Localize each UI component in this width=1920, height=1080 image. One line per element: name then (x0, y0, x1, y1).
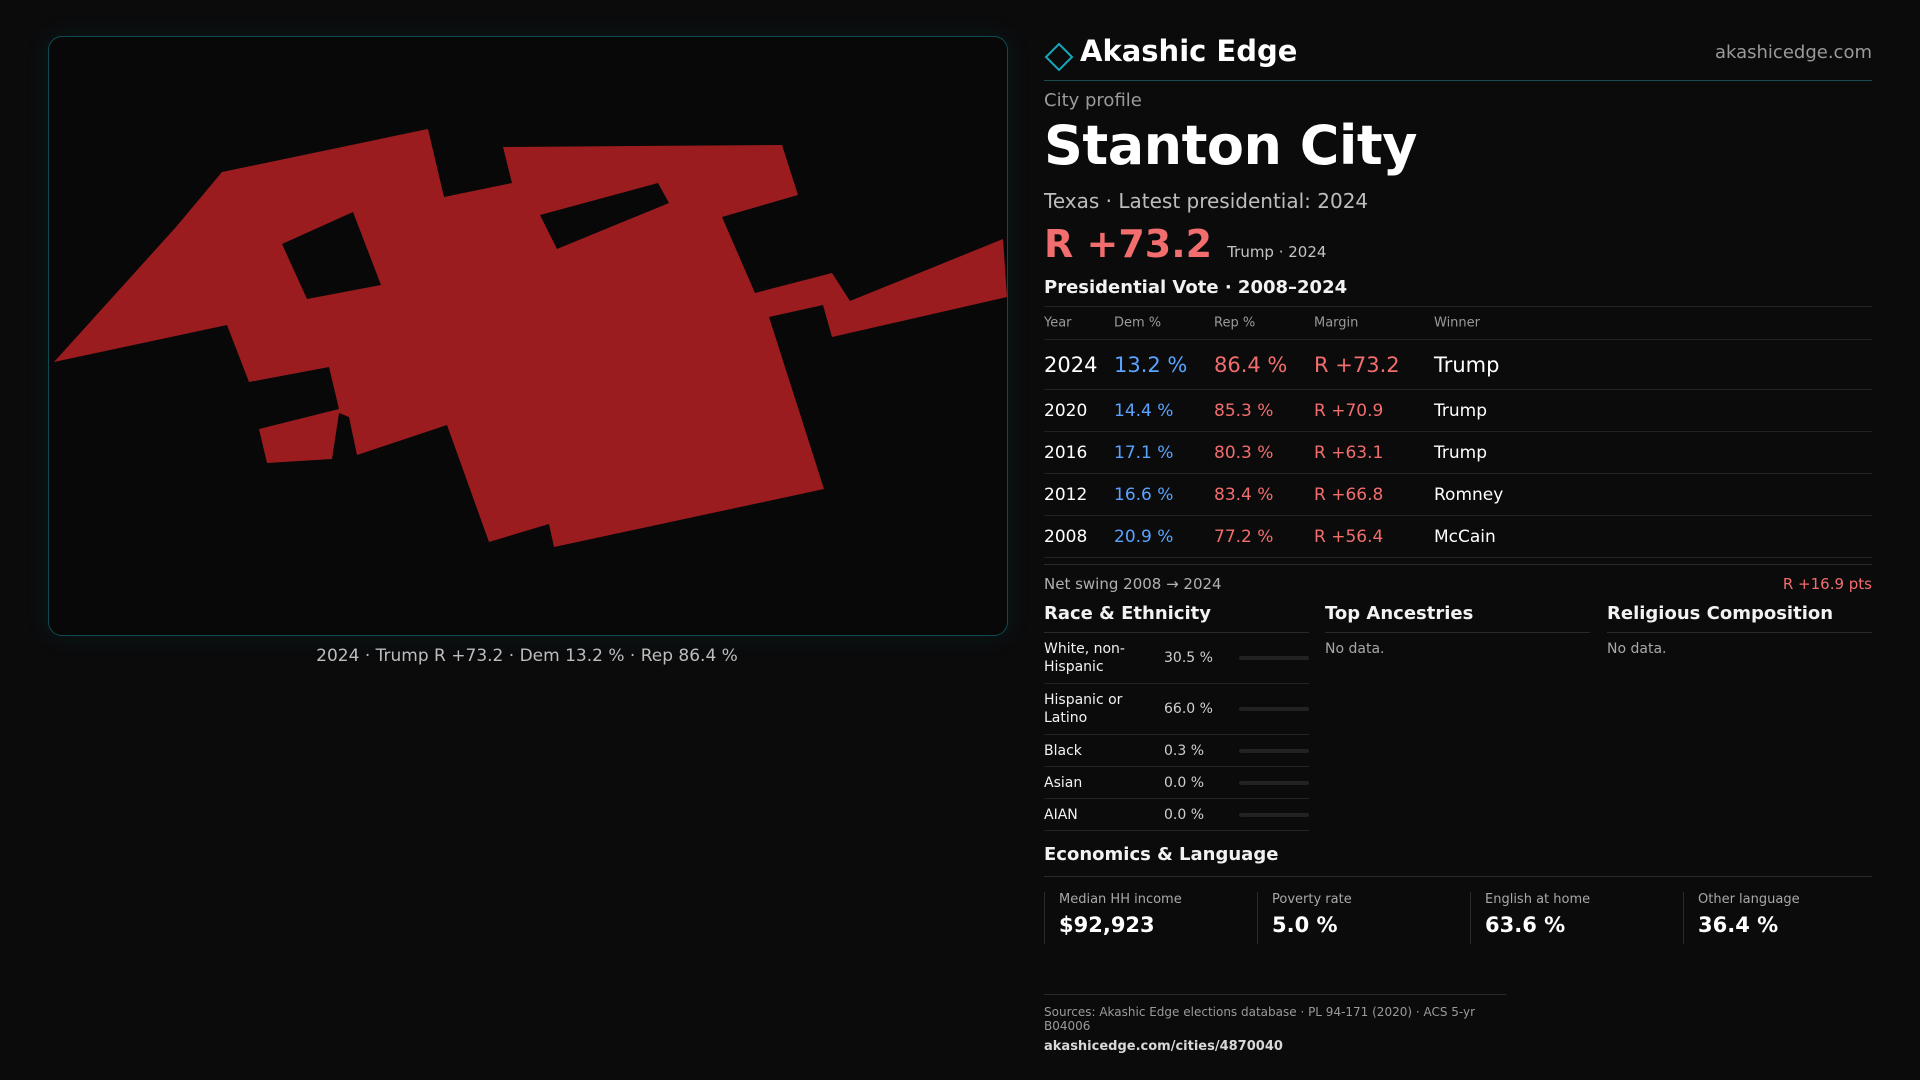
stat-value: 63.6 % (1485, 913, 1566, 937)
headline-margin: R +73.2 Trump · 2024 (1044, 222, 1326, 266)
race-bar (1239, 656, 1309, 660)
race-name: AIAN (1044, 806, 1078, 823)
city-boundary-shape (54, 129, 1007, 547)
religion-empty: No data. (1607, 641, 1667, 657)
race-name: Black (1044, 742, 1082, 759)
vote-winner: Trump (1434, 400, 1488, 421)
stat-label: Poverty rate (1272, 892, 1352, 907)
vote-row: 2008 20.9 % 77.2 % R +56.4 McCain (1044, 516, 1872, 558)
vote-row: 2024 13.2 % 86.4 % R +73.2 Trump (1044, 340, 1872, 390)
stat-label: English at home (1485, 892, 1591, 907)
vote-dem: 16.6 % (1114, 484, 1174, 505)
footer-link[interactable]: akashicedge.com/cities/4870040 (1044, 1039, 1283, 1054)
vote-year: 2012 (1044, 484, 1088, 505)
brand-name: Akashic Edge (1080, 34, 1298, 68)
vote-rep: 77.2 % (1214, 526, 1274, 547)
race-pct: 30.5 % (1164, 650, 1213, 666)
vote-row: 2012 16.6 % 83.4 % R +66.8 Romney (1044, 474, 1872, 516)
race-name: White, non-Hispanic (1044, 641, 1125, 675)
race-section: Race & Ethnicity White, non-Hispanic 30.… (1044, 600, 1309, 831)
religion-section: Religious Composition No data. (1607, 600, 1872, 657)
race-pct: 0.0 % (1164, 806, 1205, 823)
vote-section-title: Presidential Vote · 2008–2024 (1044, 277, 1348, 298)
vote-winner: McCain (1434, 526, 1496, 547)
economics-section-title: Economics & Language (1044, 844, 1872, 877)
vote-margin: R +66.8 (1314, 484, 1384, 505)
stat-label: Median HH income (1059, 892, 1182, 907)
vote-table-header: Year Dem % Rep % Margin Winner (1044, 307, 1872, 340)
city-boundary-map (54, 129, 1007, 547)
stat-value: 36.4 % (1698, 913, 1779, 937)
profile-eyebrow: City profile (1044, 90, 1142, 111)
brand-header: Akashic Edge akashicedge.com (1044, 30, 1872, 81)
race-name: Hispanic or Latino (1044, 692, 1123, 726)
brand-url[interactable]: akashicedge.com (1714, 42, 1872, 63)
stat-value: 5.0 % (1272, 913, 1338, 937)
race-row: White, non-Hispanic 30.5 % (1044, 633, 1309, 684)
race-section-title: Race & Ethnicity (1044, 600, 1309, 633)
footer-sources: Sources: Akashic Edge elections database… (1044, 1005, 1476, 1033)
stat-other-language: Other language 36.4 % (1683, 892, 1894, 944)
race-pct: 66.0 % (1164, 701, 1213, 717)
vote-row: 2016 17.1 % 80.3 % R +63.1 Trump (1044, 432, 1872, 474)
map-caption: 2024 · Trump R +73.2 · Dem 13.2 % · Rep … (316, 646, 738, 666)
vote-margin: R +63.1 (1314, 442, 1384, 463)
net-swing-value: R +16.9 pts (1782, 575, 1872, 593)
race-bar (1239, 780, 1309, 785)
vote-margin: R +73.2 (1314, 352, 1400, 377)
header-year: Year (1044, 315, 1072, 331)
vote-rep: 80.3 % (1214, 442, 1274, 463)
race-pct: 0.0 % (1164, 774, 1205, 791)
net-swing: Net swing 2008 → 2024 R +16.9 pts (1044, 564, 1872, 599)
vote-rep: 86.4 % (1214, 352, 1288, 377)
race-row: Black 0.3 % (1044, 735, 1309, 767)
diamond-logo-icon (1044, 42, 1074, 72)
vote-dem: 17.1 % (1114, 442, 1174, 463)
profile-subtitle: Texas · Latest presidential: 2024 (1044, 189, 1369, 213)
vote-rep: 85.3 % (1214, 400, 1274, 421)
header-margin: Margin (1314, 315, 1359, 331)
race-pct: 0.3 % (1164, 742, 1205, 759)
header-rep: Rep % (1214, 315, 1256, 331)
stat-label: Other language (1698, 892, 1800, 907)
race-name: Asian (1044, 774, 1083, 791)
vote-dem: 20.9 % (1114, 526, 1174, 547)
page-title: Stanton City (1044, 114, 1417, 177)
footer: Sources: Akashic Edge elections database… (1044, 994, 1506, 1054)
vote-dem: 14.4 % (1114, 400, 1174, 421)
vote-rep: 83.4 % (1214, 484, 1274, 505)
vote-winner: Romney (1434, 484, 1504, 505)
vote-winner: Trump (1434, 352, 1500, 377)
vote-year: 2024 (1044, 352, 1098, 377)
race-row: Hispanic or Latino 66.0 % (1044, 684, 1309, 735)
race-bar (1239, 748, 1309, 753)
vote-margin: R +70.9 (1314, 400, 1384, 421)
vote-row: 2020 14.4 % 85.3 % R +70.9 Trump (1044, 390, 1872, 432)
headline-margin-note: Trump · 2024 (1227, 243, 1327, 261)
vote-table: Year Dem % Rep % Margin Winner 2024 13.2… (1044, 306, 1872, 558)
header-dem: Dem % (1114, 315, 1162, 331)
ancestries-empty: No data. (1325, 641, 1385, 657)
vote-year: 2008 (1044, 526, 1088, 547)
stat-median-income: Median HH income $92,923 (1044, 892, 1255, 944)
stat-poverty-rate: Poverty rate 5.0 % (1257, 892, 1468, 944)
race-bar (1239, 812, 1309, 817)
vote-winner: Trump (1434, 442, 1488, 463)
city-map[interactable] (48, 36, 1008, 636)
ancestries-section: Top Ancestries No data. (1325, 600, 1590, 657)
ancestries-section-title: Top Ancestries (1325, 600, 1590, 633)
vote-year: 2020 (1044, 400, 1088, 421)
vote-dem: 13.2 % (1114, 352, 1188, 377)
race-row: Asian 0.0 % (1044, 767, 1309, 799)
header-winner: Winner (1434, 315, 1481, 331)
religion-section-title: Religious Composition (1607, 600, 1872, 633)
vote-year: 2016 (1044, 442, 1088, 463)
stat-english-at-home: English at home 63.6 % (1470, 892, 1681, 944)
race-row: AIAN 0.0 % (1044, 799, 1309, 831)
vote-margin: R +56.4 (1314, 526, 1384, 547)
stat-value: $92,923 (1059, 913, 1155, 937)
race-bar (1239, 707, 1309, 711)
net-swing-label: Net swing 2008 → 2024 (1044, 575, 1222, 593)
headline-margin-value: R +73.2 (1044, 222, 1213, 266)
